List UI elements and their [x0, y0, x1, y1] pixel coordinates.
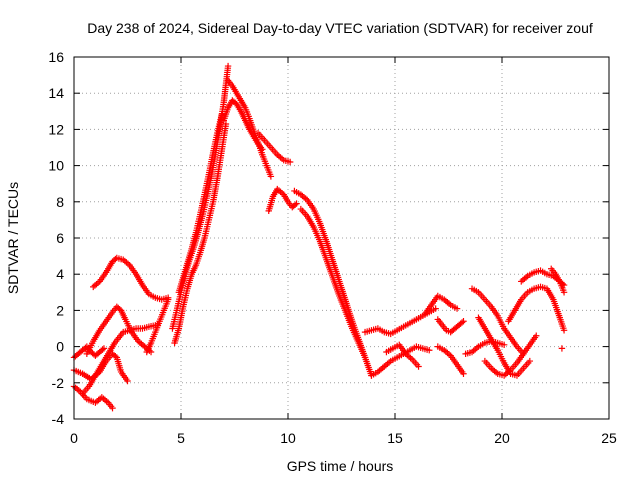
data-point-fall-1: [267, 173, 275, 180]
data-point-low-5: [460, 318, 467, 325]
data-point-fall-4: [293, 200, 300, 207]
x-tick-label: 5: [177, 430, 185, 446]
data-point-arc-7: [164, 296, 172, 303]
data-point-arc-1: [109, 404, 116, 412]
x-tick-label: 0: [70, 430, 78, 446]
chart-title: Day 238 of 2024, Sidereal Day-to-day VTE…: [87, 20, 593, 36]
data-point-arc-6: [112, 255, 119, 263]
data-point-low-5: [458, 319, 466, 326]
y-tick-labels: -4 -2 0 2 4 6 8 10 12 14 16: [48, 49, 64, 427]
x-tick-label: 10: [280, 430, 296, 446]
grid-lines: [74, 57, 609, 419]
data-point-low-11: [560, 327, 568, 334]
data-point-low-7: [500, 341, 508, 348]
data-point-arc-2: [99, 346, 106, 353]
y-tick-label: 10: [48, 158, 64, 174]
data-point-arc-3: [112, 353, 119, 360]
data-point-low-3: [415, 363, 422, 370]
y-tick-label: 16: [48, 49, 64, 65]
axis-ticks: [73, 56, 610, 420]
data-point-fall-3: [286, 158, 294, 166]
x-tick-label: 15: [387, 430, 403, 446]
x-tick-label: 25: [601, 430, 617, 446]
data-point-low-1: [432, 305, 439, 312]
y-tick-label: 0: [56, 339, 64, 355]
y-axis-label: SDTVAR / TECUs: [5, 182, 21, 294]
y-tick-label: 12: [48, 121, 64, 137]
y-tick-label: 8: [56, 194, 64, 210]
data-point-rise-1: [224, 62, 232, 70]
data-point-rise-2: [222, 120, 230, 128]
y-tick-label: 4: [56, 266, 64, 282]
data-points: [70, 62, 568, 412]
data-point-low-6: [460, 370, 467, 377]
data-point-fall-2: [259, 146, 266, 153]
data-point-low-13: [560, 289, 568, 296]
data-point-arc-3: [124, 377, 131, 385]
y-tick-label: 14: [48, 85, 64, 101]
x-axis-label: GPS time / hours: [287, 458, 394, 474]
data-point-low-4: [453, 305, 461, 312]
data-point-arc-2: [100, 345, 108, 352]
data-point-fall-4: [291, 201, 299, 209]
y-tick-label: -2: [52, 375, 65, 391]
data-point-low-9: [526, 357, 534, 365]
x-tick-label: 20: [494, 430, 510, 446]
y-tick-label: 2: [56, 302, 64, 318]
data-point-rise-3: [218, 111, 225, 119]
data-point-low-2: [426, 347, 433, 354]
y-tick-label: 6: [56, 230, 64, 246]
x-tick-labels: 0 5 10 15 20 25: [70, 430, 617, 446]
data-point-low-14: [558, 345, 566, 352]
y-tick-label: -4: [52, 411, 65, 427]
data-point-low-10: [533, 332, 540, 339]
